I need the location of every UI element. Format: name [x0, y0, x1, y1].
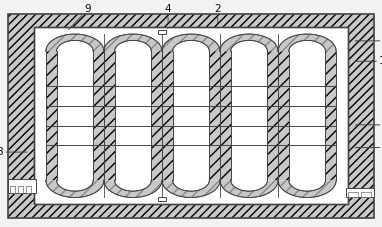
Bar [115, 126, 151, 145]
Polygon shape [220, 180, 278, 197]
Bar [57, 86, 93, 106]
Bar [209, 51, 220, 180]
Bar [361, 192, 371, 197]
Bar [93, 51, 104, 180]
Polygon shape [278, 34, 336, 51]
Bar [325, 51, 336, 180]
Bar [46, 51, 57, 180]
Polygon shape [220, 34, 278, 51]
Text: 10: 10 [355, 56, 382, 66]
Bar [231, 126, 267, 145]
Bar [26, 186, 31, 193]
Text: 8: 8 [0, 147, 27, 157]
Text: 9: 9 [69, 4, 91, 30]
Bar [346, 188, 374, 197]
Bar [57, 126, 93, 145]
Bar [267, 51, 278, 180]
Polygon shape [162, 180, 220, 197]
Bar [34, 27, 348, 204]
Text: 7: 7 [355, 143, 382, 153]
Polygon shape [104, 34, 162, 51]
Bar [348, 27, 374, 204]
Bar [173, 86, 209, 106]
Text: 2: 2 [214, 4, 221, 23]
Bar [115, 86, 151, 106]
Bar [8, 14, 374, 27]
Bar [289, 126, 325, 145]
Bar [10, 186, 15, 193]
Bar [231, 86, 267, 106]
Bar [162, 51, 173, 180]
Bar [8, 179, 36, 193]
Bar [34, 27, 348, 204]
Bar [151, 51, 162, 180]
Bar [173, 126, 209, 145]
Bar [348, 192, 358, 197]
Polygon shape [46, 34, 104, 51]
Bar [158, 197, 166, 201]
Bar [8, 204, 374, 218]
Bar [220, 51, 231, 180]
Bar [104, 51, 115, 180]
Text: 6: 6 [355, 120, 382, 130]
Text: 5: 5 [355, 36, 382, 46]
Polygon shape [46, 180, 104, 197]
Bar [278, 51, 289, 180]
Bar [46, 86, 336, 106]
Polygon shape [104, 180, 162, 197]
Text: 4: 4 [165, 4, 172, 23]
Bar [46, 126, 336, 145]
Bar [18, 186, 23, 193]
Polygon shape [278, 180, 336, 197]
Polygon shape [162, 34, 220, 51]
Bar [46, 34, 336, 197]
Bar [8, 27, 34, 204]
Bar [289, 86, 325, 106]
Bar [158, 30, 166, 34]
